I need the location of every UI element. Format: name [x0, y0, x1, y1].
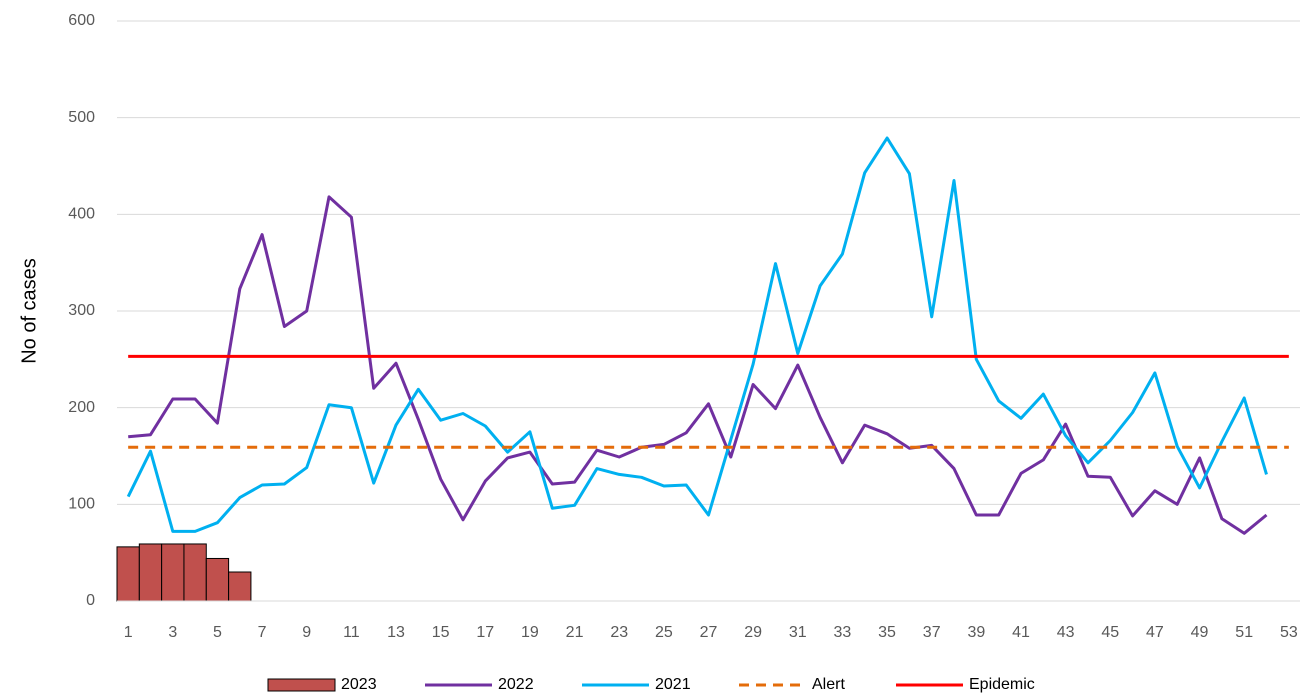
- x-tick-label: 45: [1101, 624, 1119, 641]
- x-tick-label: 3: [168, 624, 177, 641]
- y-tick-label: 600: [68, 12, 95, 29]
- bar: [161, 543, 185, 602]
- x-tick-label: 31: [789, 624, 807, 641]
- x-tick-label: 25: [655, 624, 673, 641]
- x-tick-label: 41: [1012, 624, 1030, 641]
- legend-label: Alert: [812, 676, 845, 693]
- x-tick-label: 5: [213, 624, 222, 641]
- y-tick-label: 200: [68, 399, 95, 416]
- legend-label: 2021: [655, 676, 691, 693]
- x-tick-label: 49: [1191, 624, 1209, 641]
- y-tick-label: 0: [86, 592, 95, 609]
- x-tick-label: 35: [878, 624, 896, 641]
- x-tick-label: 9: [302, 624, 311, 641]
- y-tick-label: 400: [68, 206, 95, 223]
- y-tick-label: 500: [68, 109, 95, 126]
- legend-swatch: [267, 678, 336, 692]
- x-tick-label: 51: [1235, 624, 1253, 641]
- y-tick-label: 100: [68, 496, 95, 513]
- x-tick-label: 13: [387, 624, 405, 641]
- legend-label: 2023: [341, 676, 377, 693]
- bar: [183, 543, 207, 602]
- x-tick-label: 1: [124, 624, 133, 641]
- x-tick-label: 23: [610, 624, 628, 641]
- x-tick-label: 7: [258, 624, 267, 641]
- legend-label: 2022: [498, 676, 534, 693]
- y-axis-title: No of cases: [18, 258, 40, 364]
- y-tick-label: 300: [68, 302, 95, 319]
- x-tick-label: 39: [967, 624, 985, 641]
- x-tick-label: 47: [1146, 624, 1164, 641]
- bar: [138, 543, 163, 602]
- line: [128, 195, 1268, 535]
- x-tick-label: 43: [1057, 624, 1075, 641]
- bar: [228, 571, 252, 602]
- x-tick-label: 27: [700, 624, 718, 641]
- x-tick-label: 11: [343, 624, 360, 641]
- x-tick-label: 21: [566, 624, 584, 641]
- line: [126, 136, 1268, 533]
- x-tick-label: 17: [476, 624, 494, 641]
- x-tick-label: 29: [744, 624, 762, 641]
- bar: [116, 546, 140, 602]
- x-tick-label: 19: [521, 624, 539, 641]
- x-tick-label: 53: [1280, 624, 1298, 641]
- x-tick-label: 33: [834, 624, 852, 641]
- x-tick-label: 15: [432, 624, 450, 641]
- bar: [205, 557, 230, 602]
- x-tick-label: 37: [923, 624, 941, 641]
- legend-label: Epidemic: [969, 676, 1035, 693]
